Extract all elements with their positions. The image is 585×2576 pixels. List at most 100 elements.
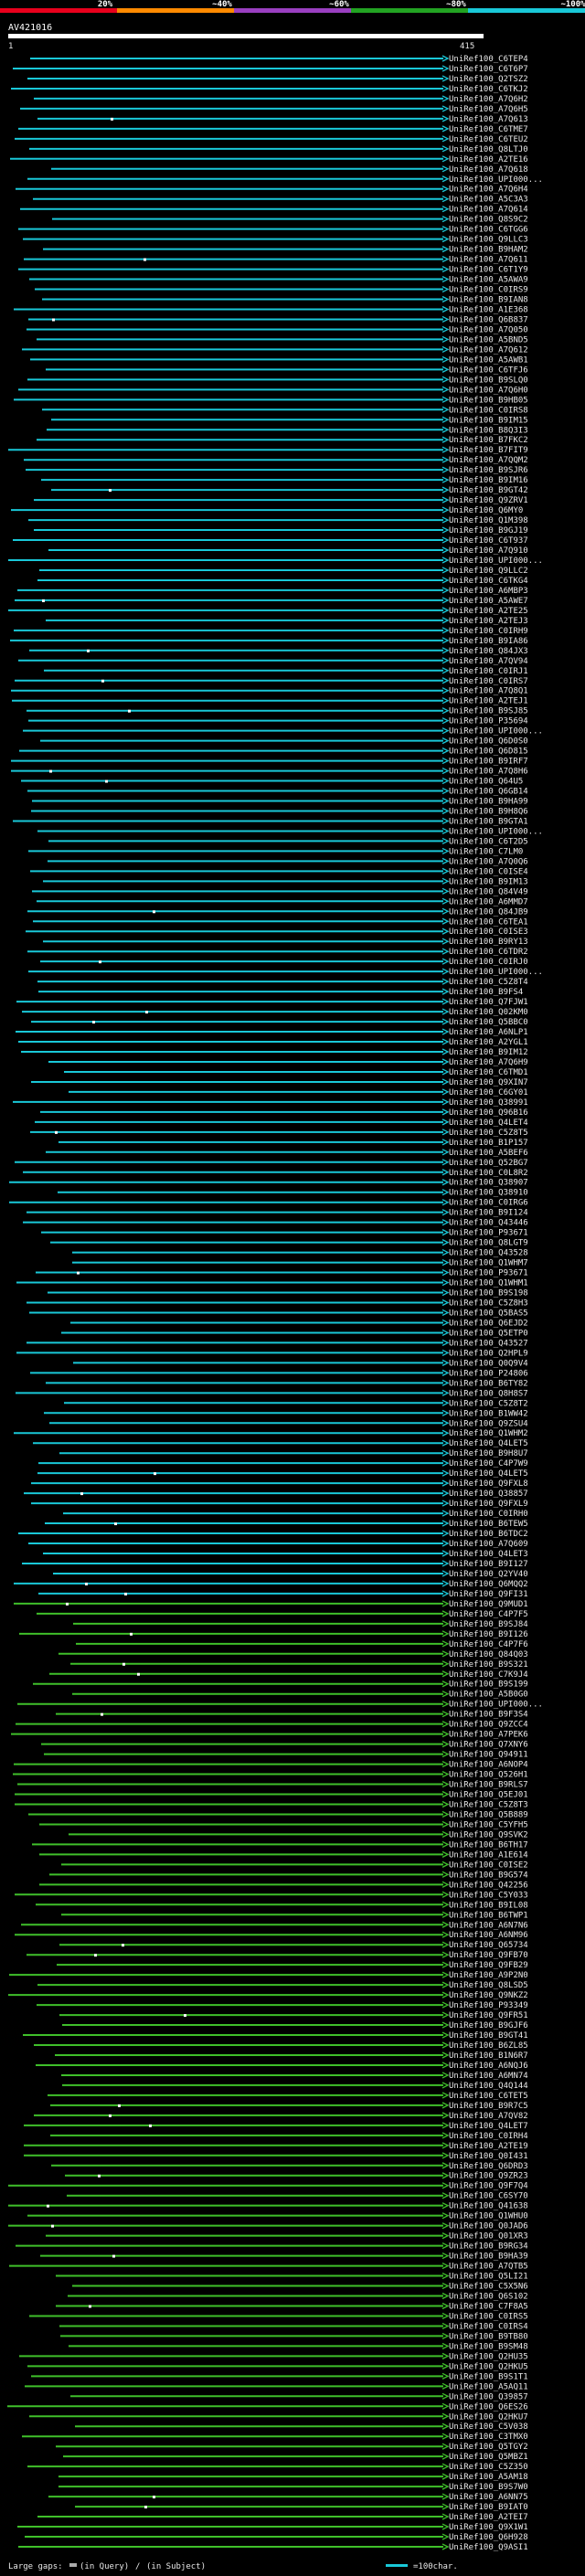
hit-row[interactable]: UniRef100_Q43527 xyxy=(27,1339,528,1348)
hit-label[interactable]: UniRef100_Q6D815 xyxy=(449,747,528,757)
hit-label[interactable]: UniRef100_Q94911 xyxy=(449,1751,528,1760)
hit-row[interactable]: UniRef100_Q2HU35 xyxy=(19,2352,528,2361)
hit-row[interactable]: UniRef100_C0IRH0 xyxy=(63,1510,528,1519)
hit-label[interactable]: UniRef100_Q64U5 xyxy=(449,778,523,787)
hit-label[interactable]: UniRef100_Q6MQQ2 xyxy=(449,1580,528,1589)
hit-label[interactable]: UniRef100_C6SY70 xyxy=(449,2192,528,2201)
hit-row[interactable]: UniRef100_Q5BAS5 xyxy=(29,1309,528,1318)
hit-label[interactable]: UniRef100_C4P7W9 xyxy=(449,1459,528,1468)
hit-row[interactable]: UniRef100_Q52BG7 xyxy=(15,1159,528,1168)
hit-label[interactable]: UniRef100_B9S321 xyxy=(449,1660,528,1670)
hit-label[interactable]: UniRef100_Q4LET7 xyxy=(449,2122,528,2131)
hit-label[interactable]: UniRef100_A5AWE7 xyxy=(449,597,528,606)
hit-row[interactable]: UniRef100_A6MMD7 xyxy=(37,897,528,906)
hit-row[interactable]: UniRef100_B9IM15 xyxy=(51,416,528,425)
hit-label[interactable]: UniRef100_B9G574 xyxy=(449,1871,528,1880)
hit-label[interactable]: UniRef100_B9GT41 xyxy=(449,2031,528,2041)
hit-label[interactable]: UniRef100_Q7XNY6 xyxy=(449,1741,528,1750)
hit-label[interactable]: UniRef100_A7PEK6 xyxy=(449,1731,528,1740)
hit-label[interactable]: UniRef100_A5B0G0 xyxy=(449,1691,528,1700)
hit-label[interactable]: UniRef100_B6TDC2 xyxy=(449,1530,528,1539)
hit-label[interactable]: UniRef100_Q9FXL8 xyxy=(449,1479,528,1489)
hit-row[interactable]: UniRef100_Q0JAD6 xyxy=(8,2222,528,2231)
hit-label[interactable]: UniRef100_A5BND5 xyxy=(449,335,528,345)
hit-label[interactable]: UniRef100_C6GY01 xyxy=(449,1088,528,1097)
hit-label[interactable]: UniRef100_A7Q0Q6 xyxy=(449,857,528,866)
hit-label[interactable]: UniRef100_C5Z8T4 xyxy=(449,978,528,987)
hit-label[interactable]: UniRef100_Q6B837 xyxy=(449,315,528,324)
hit-label[interactable]: UniRef100_B9S7W0 xyxy=(449,2483,528,2492)
hit-label[interactable]: UniRef100_Q6ES26 xyxy=(449,2402,528,2412)
hit-label[interactable]: UniRef100_P35694 xyxy=(449,717,528,726)
hit-label[interactable]: UniRef100_Q4LET5 xyxy=(449,1469,528,1479)
hit-row[interactable]: UniRef100_Q8S9C2 xyxy=(52,216,528,225)
hit-row[interactable]: UniRef100_C6T6P7 xyxy=(13,65,528,74)
hit-row[interactable]: UniRef100_A6NN75 xyxy=(48,2493,528,2502)
hit-row[interactable]: UniRef100_C7F8A5 xyxy=(56,2302,528,2311)
hit-label[interactable]: UniRef100_Q2HKU7 xyxy=(449,2412,528,2422)
hit-label[interactable]: UniRef100_C7LM0 xyxy=(449,847,523,856)
hit-row[interactable]: UniRef100_A7Q612 xyxy=(22,345,528,355)
hit-row[interactable]: UniRef100_Q84JB9 xyxy=(27,907,528,917)
hit-row[interactable]: UniRef100_A6NM96 xyxy=(15,1931,528,1940)
hit-row[interactable]: UniRef100_A5BEF6 xyxy=(46,1149,528,1158)
hit-label[interactable]: UniRef100_Q5TGY2 xyxy=(449,2443,528,2452)
hit-row[interactable]: UniRef100_C0ISE2 xyxy=(61,1860,528,1870)
hit-row[interactable]: UniRef100_A6N7N6 xyxy=(21,1921,528,1930)
hit-row[interactable]: UniRef100_B9G574 xyxy=(49,1871,528,1880)
hit-row[interactable]: UniRef100_C5Z8T2 xyxy=(64,1399,528,1408)
hit-row[interactable]: UniRef100_P93671 xyxy=(36,1269,528,1278)
hit-row[interactable]: UniRef100_B6TWP1 xyxy=(61,1911,528,1920)
hit-row[interactable]: UniRef100_A7Q613 xyxy=(37,115,528,124)
hit-row[interactable]: UniRef100_Q2HKU5 xyxy=(27,2362,528,2371)
hit-row[interactable]: UniRef100_B8Q3I3 xyxy=(47,426,528,435)
hit-row[interactable]: UniRef100_C6TET5 xyxy=(48,2092,528,2101)
hit-row[interactable]: UniRef100_B9GTA1 xyxy=(13,817,528,826)
hit-label[interactable]: UniRef100_P93671 xyxy=(449,1269,528,1278)
hit-label[interactable]: UniRef100_Q6MY0 xyxy=(449,506,523,515)
hit-label[interactable]: UniRef100_A7Q6H4 xyxy=(449,186,528,195)
hit-row[interactable]: UniRef100_A7Q050 xyxy=(27,325,528,334)
hit-label[interactable]: UniRef100_B9I127 xyxy=(449,1560,528,1569)
hit-row[interactable]: UniRef100_B9S198 xyxy=(48,1289,528,1299)
hit-label[interactable]: UniRef100_B9F3S4 xyxy=(449,1711,528,1720)
hit-label[interactable]: UniRef100_Q41638 xyxy=(449,2202,528,2211)
hit-row[interactable]: UniRef100_Q5ETP0 xyxy=(61,1329,528,1338)
hit-row[interactable]: UniRef100_C0IRS5 xyxy=(29,2312,528,2321)
hit-row[interactable]: UniRef100_C6TFJ6 xyxy=(46,366,528,375)
hit-label[interactable]: UniRef100_C4P7F5 xyxy=(449,1610,528,1619)
hit-row[interactable]: UniRef100_Q4LET5 xyxy=(33,1439,528,1448)
hit-row[interactable]: UniRef100_Q1WHU0 xyxy=(27,2212,528,2221)
hit-label[interactable]: UniRef100_C0ISE2 xyxy=(449,1860,528,1870)
hit-row[interactable]: UniRef100_Q43446 xyxy=(23,1219,528,1228)
hit-label[interactable]: UniRef100_A5C3A3 xyxy=(449,196,528,205)
hit-label[interactable]: UniRef100_C5YFH5 xyxy=(449,1820,528,1829)
hit-row[interactable]: UniRef100_Q9LLC3 xyxy=(23,236,528,245)
hit-row[interactable]: UniRef100_A5AM18 xyxy=(58,2473,528,2482)
hit-label[interactable]: UniRef100_A7Q614 xyxy=(449,206,528,215)
hit-row[interactable]: UniRef100_P93671 xyxy=(41,1229,528,1238)
hit-row[interactable]: UniRef100_A5AWA9 xyxy=(29,276,528,285)
hit-row[interactable]: UniRef100_B9H8Q6 xyxy=(31,807,528,816)
hit-row[interactable]: UniRef100_A7Q8Q1 xyxy=(11,687,528,696)
hit-row[interactable]: UniRef100_A7Q8H6 xyxy=(11,768,528,777)
hit-label[interactable]: UniRef100_B9TB80 xyxy=(449,2332,528,2341)
hit-row[interactable]: UniRef100_C5Z8T3 xyxy=(15,1800,528,1809)
hit-row[interactable]: UniRef100_Q8H8S7 xyxy=(16,1389,528,1398)
hit-row[interactable]: UniRef100_C6T937 xyxy=(13,536,528,546)
hit-label[interactable]: UniRef100_A1E368 xyxy=(449,305,528,314)
hit-row[interactable]: UniRef100_A2TEJ1 xyxy=(12,697,528,706)
hit-label[interactable]: UniRef100_B9IM16 xyxy=(449,476,528,485)
hit-row[interactable]: UniRef100_P35694 xyxy=(28,717,528,726)
hit-label[interactable]: UniRef100_A6MN74 xyxy=(449,2072,528,2081)
hit-row[interactable]: UniRef100_Q5EJ01 xyxy=(15,1791,528,1800)
hit-label[interactable]: UniRef100_B9IA86 xyxy=(449,637,528,646)
hit-label[interactable]: UniRef100_C0L8R2 xyxy=(449,1169,528,1178)
hit-label[interactable]: UniRef100_B9IAT0 xyxy=(449,2503,528,2512)
hit-label[interactable]: UniRef100_A7QTB5 xyxy=(449,2263,528,2272)
hit-label[interactable]: UniRef100_Q9XIN7 xyxy=(449,1078,528,1087)
hit-label[interactable]: UniRef100_C0IRS8 xyxy=(449,406,528,415)
hit-row[interactable]: UniRef100_C0IRH9 xyxy=(14,627,528,636)
hit-row[interactable]: UniRef100_A6MBP3 xyxy=(17,587,528,596)
hit-label[interactable]: UniRef100_B7FIT9 xyxy=(449,446,528,455)
